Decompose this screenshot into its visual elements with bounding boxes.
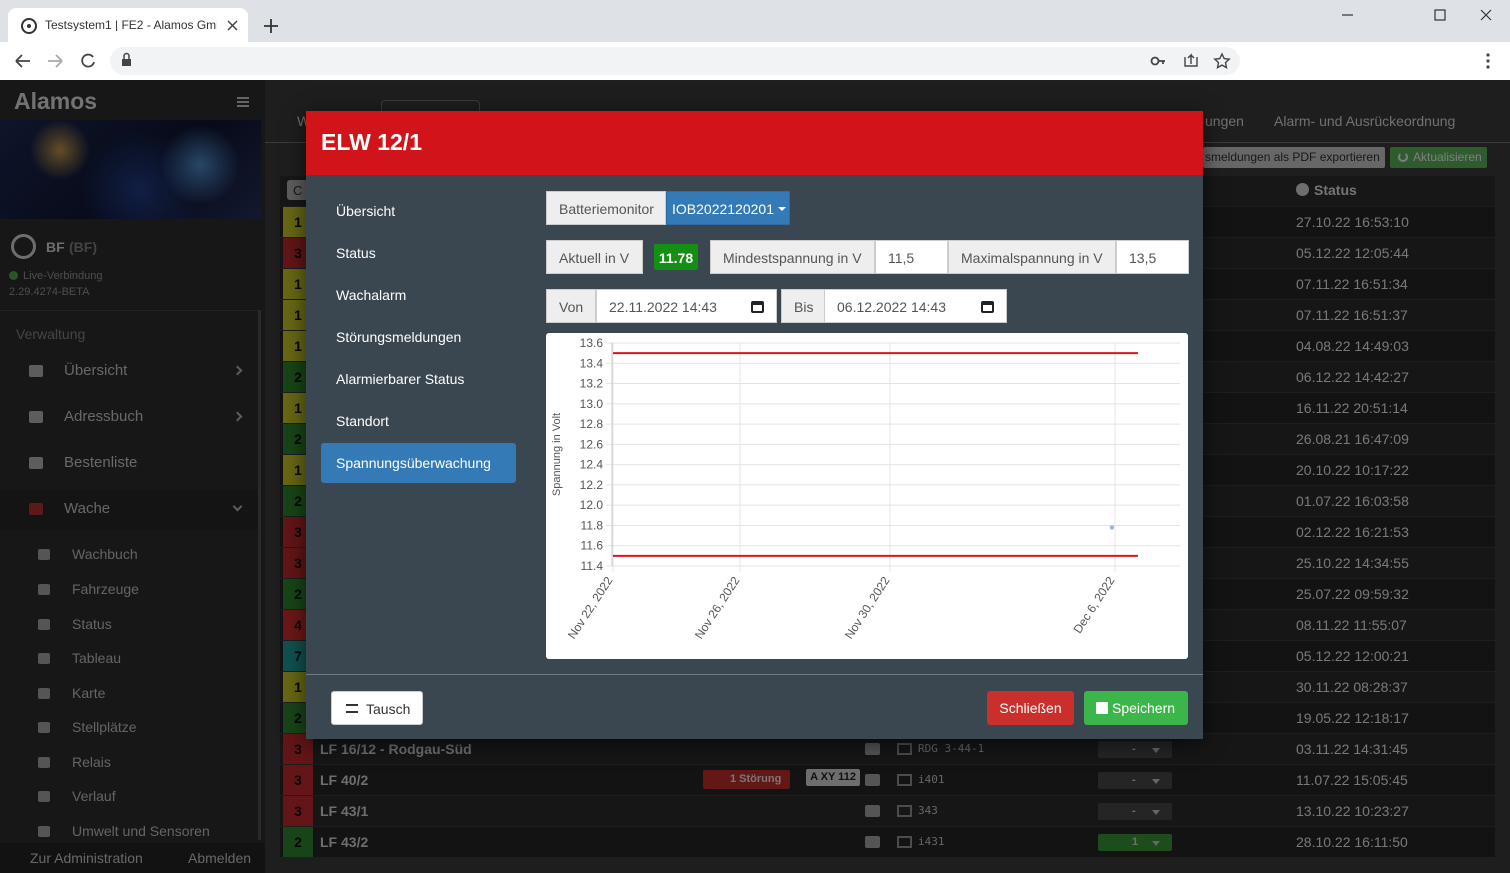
x-tick-label: Nov 22, 2022 — [565, 574, 616, 642]
calendar-icon — [751, 301, 764, 313]
input-field[interactable]: 13,5 — [1116, 240, 1189, 274]
input-addon: Maximalspannung in V — [948, 240, 1116, 274]
x-tick-label: Dec 6, 2022 — [1071, 574, 1118, 636]
input-addon-label: Batteriemonitor — [559, 201, 654, 217]
y-tick-label: 13.2 — [580, 377, 604, 391]
browser-chrome — [0, 0, 1510, 80]
current-value: 11.78 — [658, 250, 694, 266]
y-tick-label: 12.2 — [580, 478, 604, 492]
modal-footer-line — [306, 674, 1203, 675]
data-point — [1109, 525, 1115, 530]
y-tick-label: 12.0 — [580, 498, 604, 512]
input-addon-label: Mindestspannung in V — [723, 250, 862, 266]
save-button[interactable]: Speichern — [1084, 691, 1188, 725]
y-tick-label: 11.8 — [581, 518, 604, 532]
y-tick-label: 11.4 — [581, 559, 604, 573]
y-tick-label: 12.6 — [580, 437, 604, 451]
tab-title: Testsystem1 | FE2 - Alamos GmbH — [45, 19, 217, 31]
swap-label: Tausch — [366, 701, 411, 717]
input-addon-label: Aktuell in V — [559, 250, 630, 266]
save-label: Speichern — [1112, 700, 1176, 716]
input-addon: Aktuell in V — [546, 240, 643, 274]
swap-icon — [346, 704, 358, 713]
nav-item[interactable]: Spannungsüberwachung — [336, 455, 491, 471]
input-value: 13,5 — [1129, 250, 1157, 266]
close-label: Schließen — [999, 700, 1062, 716]
nav-item[interactable]: Status — [336, 245, 376, 261]
modal: ELW 12/1 Übersicht Status Wachalarm Störungs… — [306, 111, 1203, 739]
y-tick-label: 13.4 — [580, 356, 604, 370]
y-tick-label: 11.6 — [581, 539, 604, 553]
chart: 11.4 11.6 11.8 12.0 12.2 12.4 12.6 12.8 13.0 13.2… — [551, 336, 1180, 642]
nav-item[interactable]: Standort — [336, 413, 389, 429]
swap-button[interactable]: Tausch — [331, 691, 423, 725]
input-value: 11,5 — [888, 250, 915, 266]
nav-item[interactable]: Wachalarm — [336, 287, 407, 303]
input-addon: Bis — [781, 289, 825, 323]
input-field[interactable]: 11,5 — [875, 240, 948, 274]
calendar-icon — [981, 301, 994, 313]
nav-item[interactable]: Übersicht — [336, 203, 396, 219]
nav-item[interactable]: Alarmierbarer Status — [336, 371, 465, 387]
input-addon: Mindestspannung in V — [710, 240, 875, 274]
close-button[interactable]: Schließen — [987, 691, 1074, 725]
input-addon: Batteriemonitor — [546, 191, 666, 225]
y-axis-label: Spannung in Volt — [551, 413, 563, 496]
modal-header: ELW 12/1 — [306, 111, 1203, 175]
save-icon — [1096, 702, 1108, 714]
y-tick-label: 12.4 — [580, 458, 604, 472]
input-addon-label: Bis — [794, 299, 814, 315]
x-tick-label: Nov 26, 2022 — [692, 574, 743, 642]
x-tick-label: Nov 30, 2022 — [842, 574, 893, 642]
chart-panel: 11.4 11.6 11.8 12.0 12.2 12.4 12.6 12.8 13.0 13.2… — [546, 333, 1188, 659]
y-tick-label: 13.6 — [580, 336, 604, 350]
nav-active — [321, 443, 516, 483]
input-value: 22.11.2022 14:43 — [609, 299, 717, 315]
modal-title: ELW 12/1 — [321, 129, 422, 155]
input-addon-label: Maximalspannung in V — [961, 250, 1103, 266]
y-tick-label: 13.0 — [580, 397, 604, 411]
input-value: 06.12.2022 14:43 — [837, 299, 946, 315]
battery-select[interactable]: IOB2022120201 — [666, 191, 790, 225]
current-badge: 11.78 — [654, 244, 698, 270]
input-field[interactable]: 22.11.2022 14:43 — [596, 289, 777, 323]
y-tick-label: 12.8 — [580, 417, 604, 431]
battery-select-value: IOB2022120201 — [672, 201, 774, 217]
input-addon-label: Von — [559, 299, 584, 315]
input-addon: Von — [546, 289, 596, 323]
nav-item[interactable]: Störungsmeldungen — [336, 329, 462, 345]
select-caret — [778, 207, 786, 211]
input-field[interactable]: 06.12.2022 14:43 — [824, 289, 1007, 323]
